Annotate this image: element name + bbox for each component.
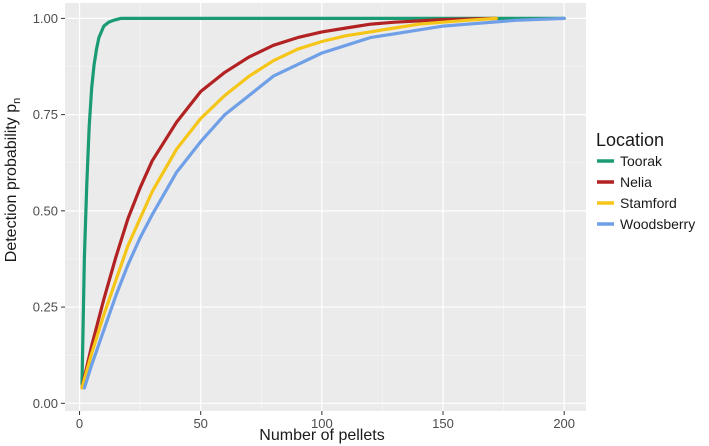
- y-tick-label: 0.25: [33, 300, 58, 315]
- x-tick-label: 150: [432, 416, 454, 431]
- y-tick-label: 1.00: [33, 11, 58, 26]
- series-lines: [80, 16, 566, 390]
- legend-label: Toorak: [620, 153, 663, 169]
- y-axis: 0.00 0.25 0.50 0.75 1.00: [33, 11, 65, 411]
- series-line-woodsberry: [82, 16, 566, 390]
- x-tick-label: 100: [311, 416, 333, 431]
- x-tick-label: 0: [76, 416, 83, 431]
- legend-item-woodsberry: Woodsberry: [597, 216, 695, 232]
- y-tick-label: 0.75: [33, 107, 58, 122]
- y-tick-label: 0.50: [33, 203, 58, 218]
- y-tick-label: 0.00: [33, 396, 58, 411]
- series-line-toorak: [80, 16, 566, 386]
- legend: Toorak Nelia Stamford Woodsberry: [597, 153, 695, 232]
- legend-label: Woodsberry: [620, 216, 695, 232]
- legend-item-toorak: Toorak: [597, 153, 663, 169]
- legend-title: Location: [596, 130, 664, 150]
- y-axis-title-main: Detection probability p: [3, 104, 20, 262]
- plot-panel: [65, 3, 586, 411]
- x-tick-label: 200: [553, 416, 575, 431]
- series-line-nelia: [80, 16, 498, 390]
- legend-label: Stamford: [620, 195, 677, 211]
- legend-label: Nelia: [620, 174, 652, 190]
- series-line-stamford: [80, 16, 498, 390]
- legend-item-nelia: Nelia: [597, 174, 652, 190]
- x-axis-title: Number of pellets: [259, 427, 384, 444]
- y-axis-title-subscript: n: [11, 98, 23, 104]
- x-axis: 0 50 100 150 200: [76, 411, 575, 431]
- y-axis-title: Detection probability pn: [3, 98, 23, 262]
- x-tick-label: 50: [193, 416, 207, 431]
- legend-item-stamford: Stamford: [597, 195, 677, 211]
